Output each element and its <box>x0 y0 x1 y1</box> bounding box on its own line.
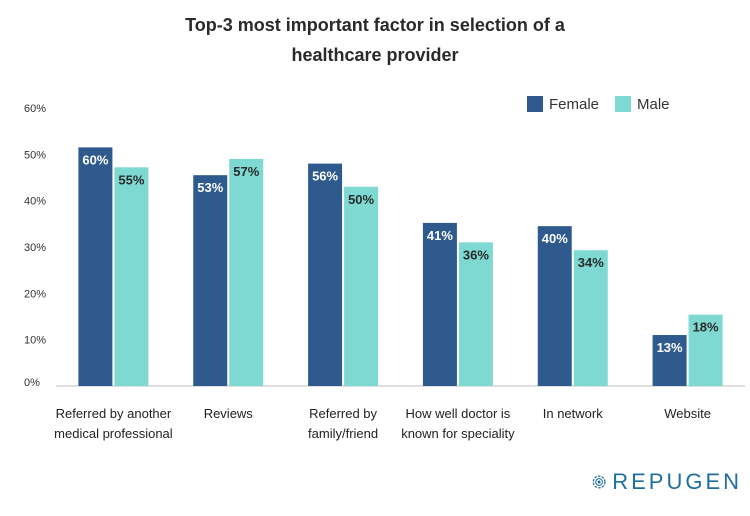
y-tick-label: 60% <box>24 103 46 115</box>
y-tick-label: 30% <box>24 242 46 254</box>
y-tick-label: 20% <box>24 288 46 300</box>
x-tick-label: Website <box>664 406 711 421</box>
bar-male <box>344 186 379 386</box>
data-label-male: 50% <box>348 192 374 207</box>
bar-male <box>229 158 264 386</box>
legend-swatch-female <box>527 96 543 112</box>
chart-title-line-1: Top-3 most important factor in selection… <box>185 15 565 35</box>
bar-male <box>114 167 149 386</box>
bar-male <box>573 250 608 386</box>
data-label-female: 13% <box>657 340 683 355</box>
bar-female <box>537 226 572 386</box>
legend-label-female: Female <box>549 96 599 113</box>
data-label-female: 60% <box>82 152 108 167</box>
x-tick-label: Referred by <box>309 406 377 421</box>
bar-female <box>308 163 343 386</box>
bar-male <box>688 314 723 386</box>
data-label-male: 57% <box>233 164 259 179</box>
bar-female <box>422 222 457 386</box>
repugen-logo: REPUGEN <box>592 462 742 502</box>
data-label-female: 40% <box>542 231 568 246</box>
chart-title-line-2: healthcare provider <box>291 45 459 65</box>
data-label-male: 34% <box>578 255 604 270</box>
y-tick-label: 0% <box>24 377 40 389</box>
bar-male <box>458 242 493 386</box>
bar-female <box>652 335 687 386</box>
bar-female <box>78 147 113 386</box>
legend-swatch-male <box>615 96 631 112</box>
data-label-male: 36% <box>463 247 489 262</box>
repugen-eye-icon <box>592 475 606 489</box>
data-label-female: 41% <box>427 228 453 243</box>
data-label-male: 55% <box>118 172 144 187</box>
x-tick-label: Referred by another <box>56 406 172 421</box>
y-tick-label: 40% <box>24 196 46 208</box>
logo-text: REPUGEN <box>612 469 742 494</box>
y-tick-label: 10% <box>24 335 46 347</box>
legend-label-male: Male <box>637 96 670 113</box>
data-label-female: 56% <box>312 169 338 184</box>
x-tick-label: Reviews <box>204 406 254 421</box>
x-tick-label: In network <box>543 406 603 421</box>
x-tick-label: medical professional <box>54 426 173 441</box>
y-tick-label: 50% <box>24 149 46 161</box>
x-tick-label: family/friend <box>308 426 378 441</box>
bar-female <box>193 175 228 386</box>
data-label-female: 53% <box>197 180 223 195</box>
x-tick-label: known for speciality <box>401 426 515 441</box>
data-label-male: 18% <box>693 320 719 335</box>
x-tick-label: How well doctor is <box>406 406 511 421</box>
chart-title: Top-3 most important factor in selection… <box>0 10 750 70</box>
